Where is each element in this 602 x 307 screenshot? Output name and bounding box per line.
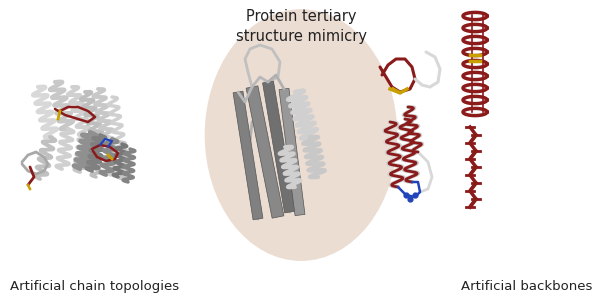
Text: Artificial backbones: Artificial backbones bbox=[461, 280, 592, 293]
Text: Artificial chain topologies: Artificial chain topologies bbox=[10, 280, 179, 293]
Polygon shape bbox=[246, 86, 284, 218]
Polygon shape bbox=[233, 91, 263, 220]
Text: Protein tertiary
structure mimicry: Protein tertiary structure mimicry bbox=[235, 9, 367, 44]
Ellipse shape bbox=[205, 9, 397, 261]
Polygon shape bbox=[262, 81, 296, 213]
Polygon shape bbox=[279, 88, 305, 216]
